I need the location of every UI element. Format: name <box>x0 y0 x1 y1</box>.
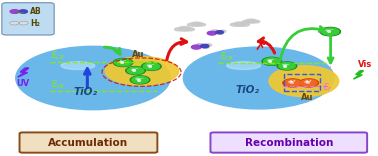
Circle shape <box>127 67 144 74</box>
Ellipse shape <box>180 29 189 31</box>
Text: Accumulation: Accumulation <box>48 138 129 148</box>
Ellipse shape <box>230 23 240 26</box>
Bar <box>284 74 320 91</box>
Circle shape <box>212 30 218 32</box>
Ellipse shape <box>132 69 136 70</box>
Circle shape <box>218 32 223 34</box>
Circle shape <box>203 46 209 48</box>
Text: e⁻: e⁻ <box>283 64 291 69</box>
Ellipse shape <box>305 81 309 82</box>
Circle shape <box>206 44 211 46</box>
Ellipse shape <box>283 64 287 65</box>
Text: $E_{CB}$: $E_{CB}$ <box>220 50 234 63</box>
Text: e⁻: e⁻ <box>136 78 144 83</box>
Text: e⁻: e⁻ <box>119 60 127 65</box>
Text: h⁺: h⁺ <box>305 80 312 85</box>
Circle shape <box>277 62 297 70</box>
Ellipse shape <box>248 21 255 23</box>
Ellipse shape <box>184 28 194 31</box>
Ellipse shape <box>136 78 140 79</box>
Text: $E_F$: $E_F$ <box>324 81 333 94</box>
Ellipse shape <box>246 19 256 22</box>
Circle shape <box>191 45 201 49</box>
Ellipse shape <box>251 20 260 23</box>
Circle shape <box>283 79 302 87</box>
Circle shape <box>263 58 280 65</box>
Text: AB: AB <box>30 7 42 16</box>
Circle shape <box>207 31 216 35</box>
Text: $E_{VB}$: $E_{VB}$ <box>51 79 65 91</box>
Circle shape <box>19 10 28 13</box>
Circle shape <box>220 30 226 32</box>
FancyBboxPatch shape <box>20 132 157 153</box>
Text: UV: UV <box>17 79 30 88</box>
Circle shape <box>10 10 19 13</box>
Ellipse shape <box>240 23 249 26</box>
Circle shape <box>262 57 282 65</box>
Ellipse shape <box>105 57 179 85</box>
Text: e⁻: e⁻ <box>268 59 276 64</box>
Circle shape <box>142 62 161 70</box>
Text: e⁻: e⁻ <box>147 64 155 69</box>
Ellipse shape <box>119 61 123 62</box>
Ellipse shape <box>61 62 95 69</box>
Ellipse shape <box>179 27 190 30</box>
Ellipse shape <box>175 28 184 31</box>
Text: Au: Au <box>132 50 144 59</box>
Circle shape <box>284 80 301 86</box>
FancyBboxPatch shape <box>211 132 367 153</box>
Text: H₂: H₂ <box>30 19 40 28</box>
Ellipse shape <box>147 65 151 66</box>
Circle shape <box>299 79 319 87</box>
Polygon shape <box>18 68 29 77</box>
Text: Recombination: Recombination <box>245 138 333 148</box>
Ellipse shape <box>269 66 339 97</box>
Ellipse shape <box>234 22 245 25</box>
Ellipse shape <box>326 30 330 31</box>
Circle shape <box>197 44 203 46</box>
Polygon shape <box>353 71 364 79</box>
Ellipse shape <box>243 20 251 23</box>
Text: TiO₂: TiO₂ <box>235 85 259 95</box>
Circle shape <box>132 76 148 83</box>
Text: $E_{CB}$: $E_{CB}$ <box>51 49 65 62</box>
Ellipse shape <box>236 24 244 26</box>
Text: Vis: Vis <box>358 60 372 69</box>
Circle shape <box>16 46 170 110</box>
Circle shape <box>320 27 341 36</box>
FancyBboxPatch shape <box>2 3 54 35</box>
Circle shape <box>143 63 160 70</box>
Text: TiO₂: TiO₂ <box>73 87 98 97</box>
Ellipse shape <box>268 60 272 61</box>
Circle shape <box>200 44 209 48</box>
Ellipse shape <box>193 24 200 26</box>
Circle shape <box>19 21 28 25</box>
Ellipse shape <box>288 81 293 82</box>
Ellipse shape <box>227 62 260 69</box>
Circle shape <box>10 21 19 25</box>
Ellipse shape <box>187 23 197 26</box>
Text: Au: Au <box>301 93 314 102</box>
Circle shape <box>113 58 133 67</box>
Circle shape <box>130 76 150 84</box>
Text: e⁻: e⁻ <box>132 68 139 73</box>
Text: h⁺: h⁺ <box>289 80 296 85</box>
Circle shape <box>183 47 334 109</box>
Circle shape <box>126 67 145 75</box>
Circle shape <box>301 80 317 86</box>
Ellipse shape <box>191 22 202 25</box>
Text: e⁻: e⁻ <box>327 29 334 34</box>
Text: ✗: ✗ <box>254 39 266 53</box>
Circle shape <box>216 31 223 34</box>
Ellipse shape <box>197 23 206 26</box>
Circle shape <box>115 59 132 66</box>
Circle shape <box>322 28 339 35</box>
Circle shape <box>279 63 295 69</box>
